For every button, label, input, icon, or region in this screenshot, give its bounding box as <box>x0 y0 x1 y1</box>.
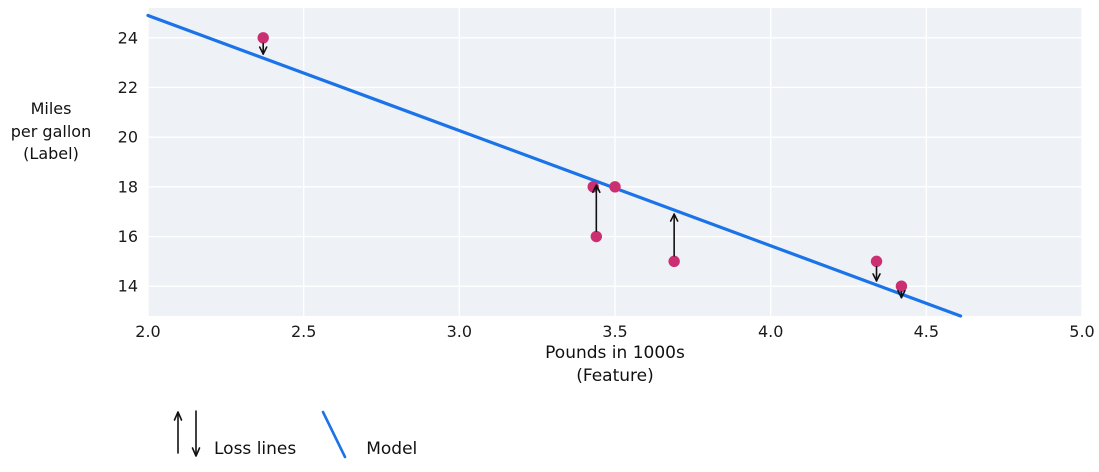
y-tick-label: 24 <box>118 28 138 47</box>
loss-arrow-head <box>897 289 906 299</box>
x-tick-label: 5.0 <box>1069 322 1094 341</box>
data-point <box>870 255 883 268</box>
loss-arrow-head <box>872 273 881 282</box>
y-tick-label: 18 <box>118 177 138 196</box>
y-tick-label: 14 <box>118 277 138 296</box>
loss-lines-icon <box>173 410 201 457</box>
x-tick-label: 4.0 <box>758 322 783 341</box>
y-axis-label: Miles per gallon (Label) <box>10 99 92 163</box>
x-tick-label: 4.5 <box>914 322 939 341</box>
x-tick-label: 3.0 <box>447 322 472 341</box>
data-point <box>590 230 603 243</box>
data-point <box>668 255 680 268</box>
y-tick-label: 16 <box>118 227 138 246</box>
loss-arrow-head <box>592 184 601 194</box>
legend-label-model: Model <box>366 439 418 459</box>
legend-label-loss-lines: Loss lines <box>214 439 297 459</box>
loss-arrow-head <box>258 46 268 55</box>
x-tick-label: 2.0 <box>135 322 160 341</box>
chart-legend: Loss lines Model <box>170 408 417 460</box>
data-point <box>609 181 621 193</box>
data-point <box>895 280 908 292</box>
x-tick-label: 2.5 <box>291 322 316 341</box>
y-tick-label: 20 <box>118 128 138 147</box>
x-tick-label: 3.5 <box>602 322 627 341</box>
x-axis-label: Pounds in 1000s (Feature) <box>545 343 685 386</box>
data-point <box>257 32 269 44</box>
y-tick-label: 22 <box>118 78 138 97</box>
loss-arrow-head <box>669 213 679 222</box>
model-line-icon <box>321 410 347 459</box>
model-line <box>146 13 963 318</box>
